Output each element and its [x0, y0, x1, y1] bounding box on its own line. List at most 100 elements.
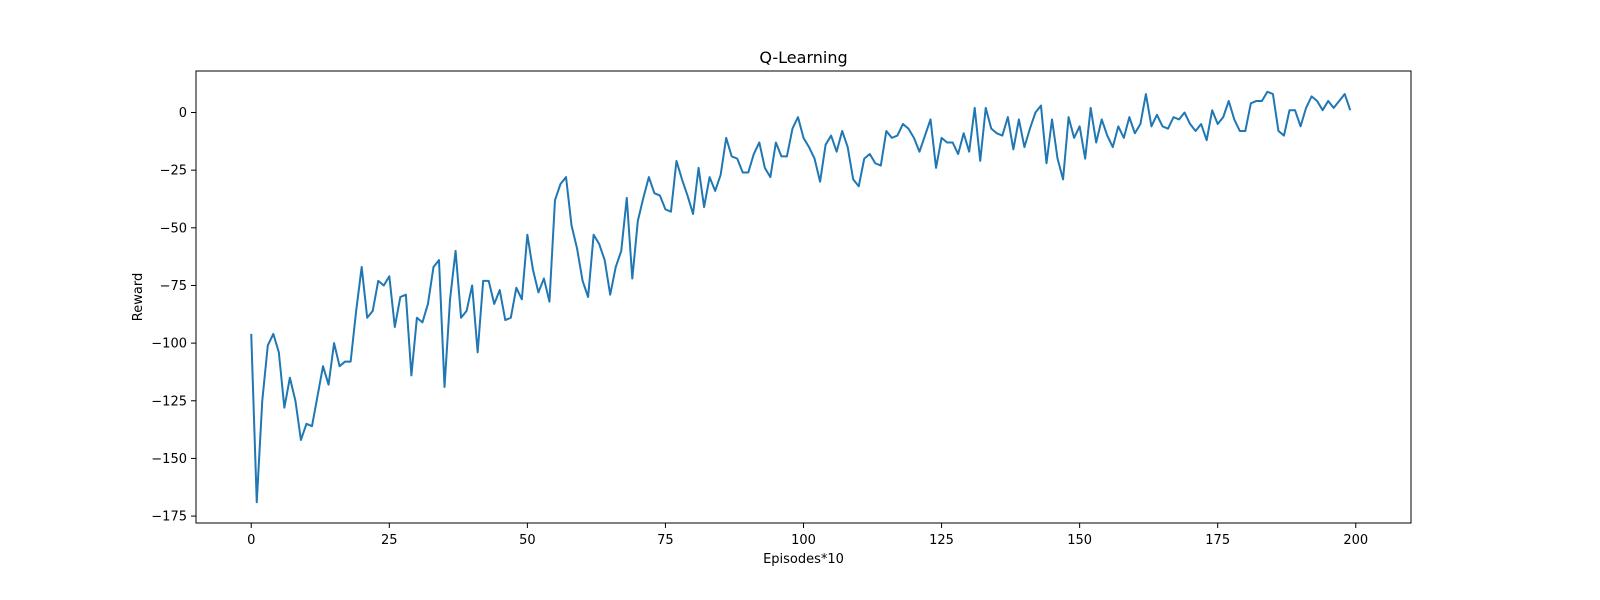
data-point-199	[1349, 109, 1351, 111]
data-point-182	[1255, 100, 1257, 102]
reward-series-line	[250, 90, 1352, 504]
data-point-112	[869, 153, 871, 155]
data-point-82	[703, 206, 705, 208]
data-point-116	[891, 137, 893, 139]
data-point-102	[814, 158, 816, 160]
data-point-155	[1106, 135, 1108, 137]
data-point-74	[659, 195, 661, 197]
data-point-54	[548, 301, 550, 303]
data-point-49	[521, 298, 523, 300]
data-point-188	[1289, 109, 1291, 111]
data-point-58	[571, 225, 573, 227]
data-point-39	[466, 310, 468, 312]
data-point-171	[1195, 130, 1197, 132]
y-tick-label: −125	[151, 394, 187, 409]
data-point-183	[1261, 100, 1263, 102]
data-point-94	[769, 176, 771, 178]
data-point-5	[278, 351, 280, 353]
data-point-17	[344, 361, 346, 363]
data-point-190	[1300, 125, 1302, 127]
data-point-180	[1244, 130, 1246, 132]
data-point-128	[957, 153, 959, 155]
data-point-169	[1184, 112, 1186, 114]
data-point-191	[1305, 107, 1307, 109]
data-point-114	[880, 165, 882, 167]
data-point-115	[885, 130, 887, 132]
data-point-6	[283, 407, 285, 409]
data-point-7	[289, 377, 291, 379]
data-point-52	[537, 291, 539, 293]
data-point-139	[1018, 118, 1020, 120]
data-point-103	[819, 181, 821, 183]
data-point-2	[261, 400, 263, 402]
y-tick-label: −25	[160, 164, 187, 179]
data-point-143	[1040, 105, 1042, 107]
data-point-0	[250, 333, 252, 335]
data-point-160	[1134, 132, 1136, 134]
data-point-192	[1311, 95, 1313, 97]
data-point-76	[670, 211, 672, 213]
data-point-110	[858, 185, 860, 187]
data-point-80	[692, 213, 694, 215]
data-point-101	[808, 146, 810, 148]
data-point-11	[311, 425, 313, 427]
data-point-175	[1217, 123, 1219, 125]
data-point-18	[350, 361, 352, 363]
y-tick-label: 0	[179, 106, 187, 121]
data-point-71	[642, 197, 644, 199]
data-point-28	[405, 294, 407, 296]
data-point-25	[388, 275, 390, 277]
x-tick-label: 200	[1343, 533, 1368, 548]
data-point-31	[421, 321, 423, 323]
data-point-57	[565, 176, 567, 178]
data-point-185	[1272, 93, 1274, 95]
data-point-168	[1178, 118, 1180, 120]
data-point-144	[1046, 162, 1048, 164]
data-point-84	[714, 190, 716, 192]
data-point-149	[1073, 137, 1075, 139]
data-point-36	[449, 298, 451, 300]
data-point-126	[946, 141, 948, 143]
data-point-129	[963, 132, 965, 134]
data-point-79	[687, 195, 689, 197]
plot-frame	[195, 70, 1412, 524]
data-point-198	[1344, 93, 1346, 95]
data-point-181	[1250, 102, 1252, 104]
data-point-97	[786, 155, 788, 157]
data-point-152	[1090, 107, 1092, 109]
data-point-120	[913, 137, 915, 139]
data-point-132	[979, 160, 981, 162]
data-point-131	[974, 107, 976, 109]
data-point-51	[532, 268, 534, 270]
data-point-81	[698, 167, 700, 169]
data-point-33	[432, 266, 434, 268]
data-point-46	[504, 319, 506, 321]
data-point-9	[300, 439, 302, 441]
data-point-4	[272, 333, 274, 335]
data-point-177	[1228, 100, 1230, 102]
data-point-167	[1173, 116, 1175, 118]
data-point-166	[1167, 128, 1169, 130]
x-tick-label: 50	[519, 533, 536, 548]
data-point-133	[985, 107, 987, 109]
data-point-68	[626, 197, 628, 199]
chart-title: Q-Learning	[759, 48, 847, 67]
data-point-21	[366, 317, 368, 319]
data-point-75	[664, 208, 666, 210]
data-point-151	[1084, 158, 1086, 160]
data-point-59	[576, 248, 578, 250]
data-point-173	[1206, 139, 1208, 141]
data-point-27	[399, 296, 401, 298]
data-point-117	[896, 135, 898, 137]
data-point-78	[681, 178, 683, 180]
data-point-53	[543, 278, 545, 280]
data-point-161	[1139, 123, 1141, 125]
data-point-92	[758, 141, 760, 143]
data-point-26	[394, 326, 396, 328]
data-point-30	[416, 317, 418, 319]
data-point-184	[1266, 91, 1268, 93]
y-axis-label: Reward	[131, 273, 146, 321]
data-point-156	[1112, 146, 1114, 148]
y-tick-label: −150	[151, 452, 187, 467]
data-point-159	[1128, 116, 1130, 118]
